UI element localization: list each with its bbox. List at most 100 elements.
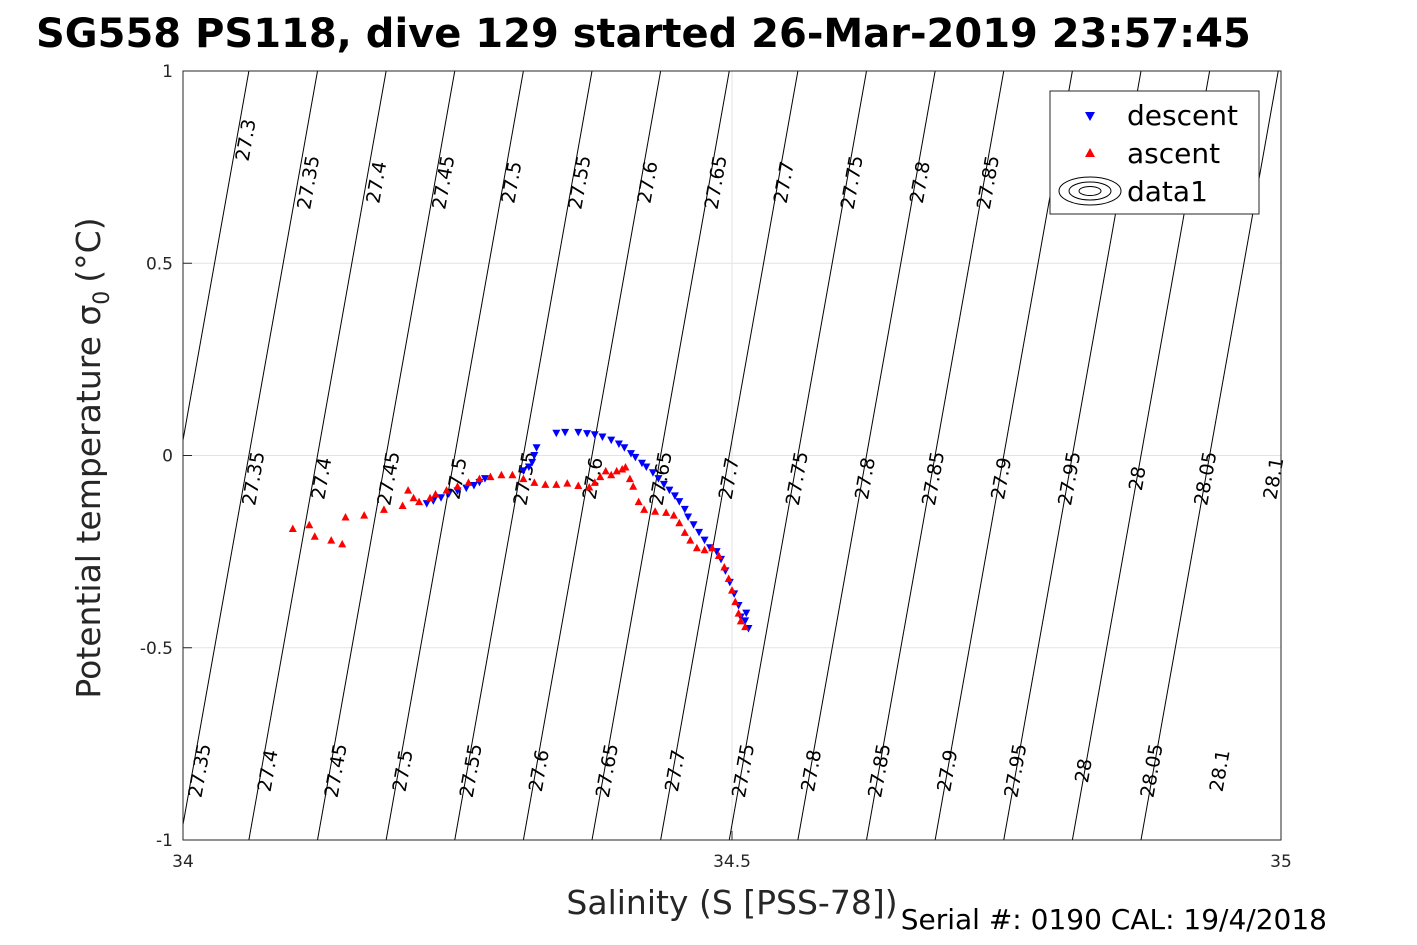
ascent-point	[590, 478, 599, 486]
ascent-point	[741, 622, 750, 631]
descent-point	[684, 513, 693, 522]
ascent-point	[675, 518, 684, 527]
descent-point	[437, 494, 446, 502]
descent-point	[642, 463, 651, 472]
descent-point	[665, 486, 674, 495]
descent-point	[689, 521, 698, 529]
ascent-point	[288, 524, 297, 533]
ascent-point	[728, 586, 736, 594]
descent-point	[598, 433, 607, 442]
ascent-point	[426, 493, 435, 502]
ascent-point	[338, 539, 347, 548]
isopycnal-line	[728, 71, 867, 840]
ascent-point	[629, 482, 638, 490]
ascent-point	[360, 511, 369, 519]
isopycnal-line	[591, 71, 730, 840]
isopycnal-line	[866, 71, 1005, 840]
y-axis-label-subscript: 0	[90, 291, 115, 305]
legend-ascent-marker	[1085, 148, 1095, 157]
ascent-point	[541, 480, 550, 488]
ascent-point	[714, 551, 723, 559]
ascent-point	[552, 480, 561, 488]
descent-point	[480, 475, 489, 483]
x-tick-label: 34.5	[713, 852, 751, 872]
y-tick-label: 0.5	[146, 254, 173, 274]
isopycnal-line	[183, 71, 318, 828]
isopycnal-line	[522, 71, 662, 840]
descent-point	[528, 458, 537, 467]
descent-point	[530, 452, 539, 460]
isopycnal-line	[385, 71, 524, 840]
x-tick-label: 34	[172, 852, 194, 872]
descent-point	[670, 492, 679, 500]
ascent-point	[404, 486, 413, 494]
ascent-point	[442, 486, 451, 494]
descent-point	[519, 467, 528, 475]
ascent-point	[651, 507, 660, 515]
ascent-point	[612, 466, 621, 475]
descent-point	[583, 430, 592, 438]
descent-point	[654, 475, 663, 483]
ascent-point	[431, 489, 440, 498]
descent-point	[631, 453, 640, 462]
descent-point	[532, 444, 541, 452]
ascent-point	[409, 493, 418, 502]
descent-point	[700, 536, 709, 545]
ascent-point	[692, 543, 701, 552]
legend: descent ascent data1	[1049, 90, 1260, 215]
descent-point	[590, 431, 599, 439]
legend-data1-label: data1	[1127, 175, 1208, 208]
ascent-point	[530, 478, 539, 486]
y-axis-label-unit: (°C)	[69, 217, 108, 282]
ascent-point	[453, 482, 462, 490]
descent-point	[659, 480, 668, 489]
x-axis-label: Salinity (S [PSS-78])	[566, 883, 897, 922]
descent-point	[524, 463, 533, 472]
descent-point	[561, 428, 570, 437]
ascent-point	[720, 563, 729, 571]
ascent-point	[379, 505, 388, 513]
series-layer	[288, 428, 753, 633]
ascent-point	[601, 466, 610, 475]
isopycnal-line	[454, 71, 593, 840]
serial-calibration-footer: Serial #: 0190 CAL: 19/4/2018	[901, 903, 1327, 936]
descent-point	[626, 450, 635, 458]
isopycnal-line	[317, 71, 456, 840]
ascent-point	[662, 508, 671, 516]
descent-point	[680, 505, 689, 514]
descent-point	[574, 428, 583, 437]
ascent-point	[475, 474, 484, 483]
legend-ascent-label: ascent	[1127, 137, 1220, 170]
x-tick-label: 35	[1270, 852, 1292, 872]
ascent-point	[618, 464, 627, 473]
ascent-point	[680, 528, 689, 536]
descent-point	[695, 528, 704, 537]
legend-descent-label: descent	[1127, 99, 1238, 132]
legend-descent-marker	[1085, 112, 1095, 121]
isopycnal-line	[797, 71, 936, 840]
descent-point	[552, 429, 561, 438]
ascent-point	[736, 616, 745, 625]
ascent-point	[486, 472, 495, 481]
ascent-point	[734, 609, 743, 617]
legend-box	[1049, 90, 1260, 215]
legend-contour-icon	[1058, 176, 1122, 206]
descent-point	[675, 498, 684, 506]
ascent-point	[563, 479, 572, 487]
descent-point	[614, 440, 623, 448]
isopycnal-line	[183, 71, 250, 443]
ascent-point	[640, 505, 649, 513]
ascent-point	[327, 536, 336, 544]
y-tick-label: -1	[156, 831, 173, 851]
ascent-point	[341, 513, 350, 521]
ascent-point	[708, 543, 717, 552]
ascent-point	[596, 472, 605, 481]
ascent-point	[621, 463, 630, 471]
ascent-point	[497, 470, 506, 479]
ascent-point	[415, 497, 424, 506]
ascent-point	[398, 501, 407, 509]
isopycnal-line	[248, 71, 387, 840]
descent-point	[607, 436, 616, 445]
ascent-point	[669, 511, 678, 519]
ascent-point	[585, 483, 594, 491]
